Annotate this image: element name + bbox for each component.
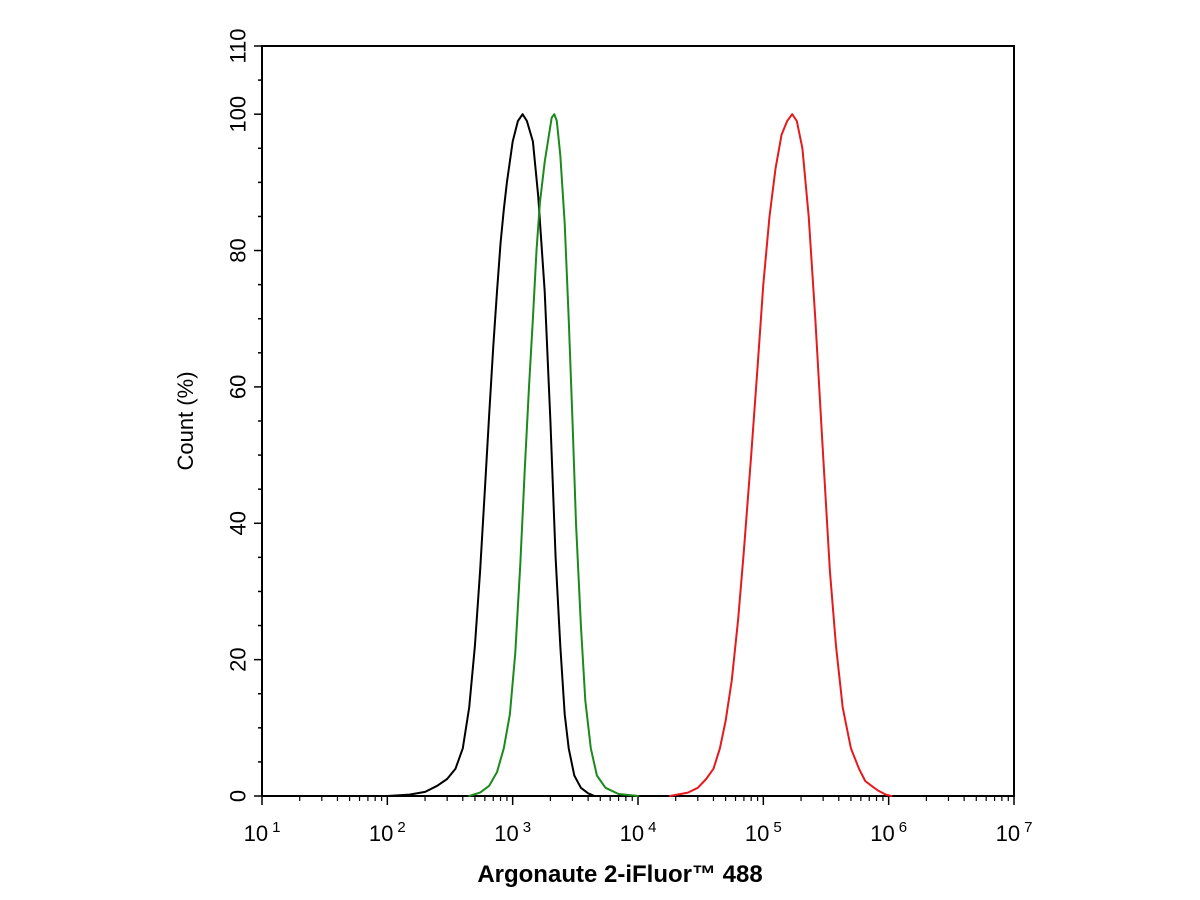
y-tick-label: 110 <box>226 28 251 63</box>
series-curve-3 <box>669 113 893 797</box>
series-curves <box>386 113 893 797</box>
x-tick-label: 10 5 <box>745 819 782 846</box>
y-tick-label: 0 <box>226 790 251 802</box>
x-tick-label: 10 1 <box>244 819 281 846</box>
x-axis-title: Argonaute 2-iFluor™ 488 <box>477 861 762 888</box>
y-tick-label: 60 <box>226 375 251 399</box>
y-tick-label: 20 <box>226 647 251 671</box>
plot-frame <box>261 45 1015 797</box>
x-tick-label: 10 4 <box>620 819 657 846</box>
x-axis-ticks: 10 1 10 2 10 3 10 4 10 5 10 6 10 7 <box>244 796 1033 846</box>
x-tick-label: 10 2 <box>369 819 406 846</box>
x-tick-label: 10 7 <box>996 819 1033 846</box>
y-tick-label: 40 <box>226 511 251 535</box>
x-tick-label: 10 6 <box>870 819 907 846</box>
y-axis-title: Count (%) <box>173 371 198 470</box>
x-tick-label: 10 3 <box>494 819 531 846</box>
y-axis-ticks: 0 20 40 60 80 100 110 <box>226 28 262 802</box>
y-tick-label: 100 <box>226 96 251 133</box>
series-curve-1 <box>386 113 596 797</box>
y-tick-label: 80 <box>226 238 251 262</box>
series-curve-2 <box>468 113 639 797</box>
